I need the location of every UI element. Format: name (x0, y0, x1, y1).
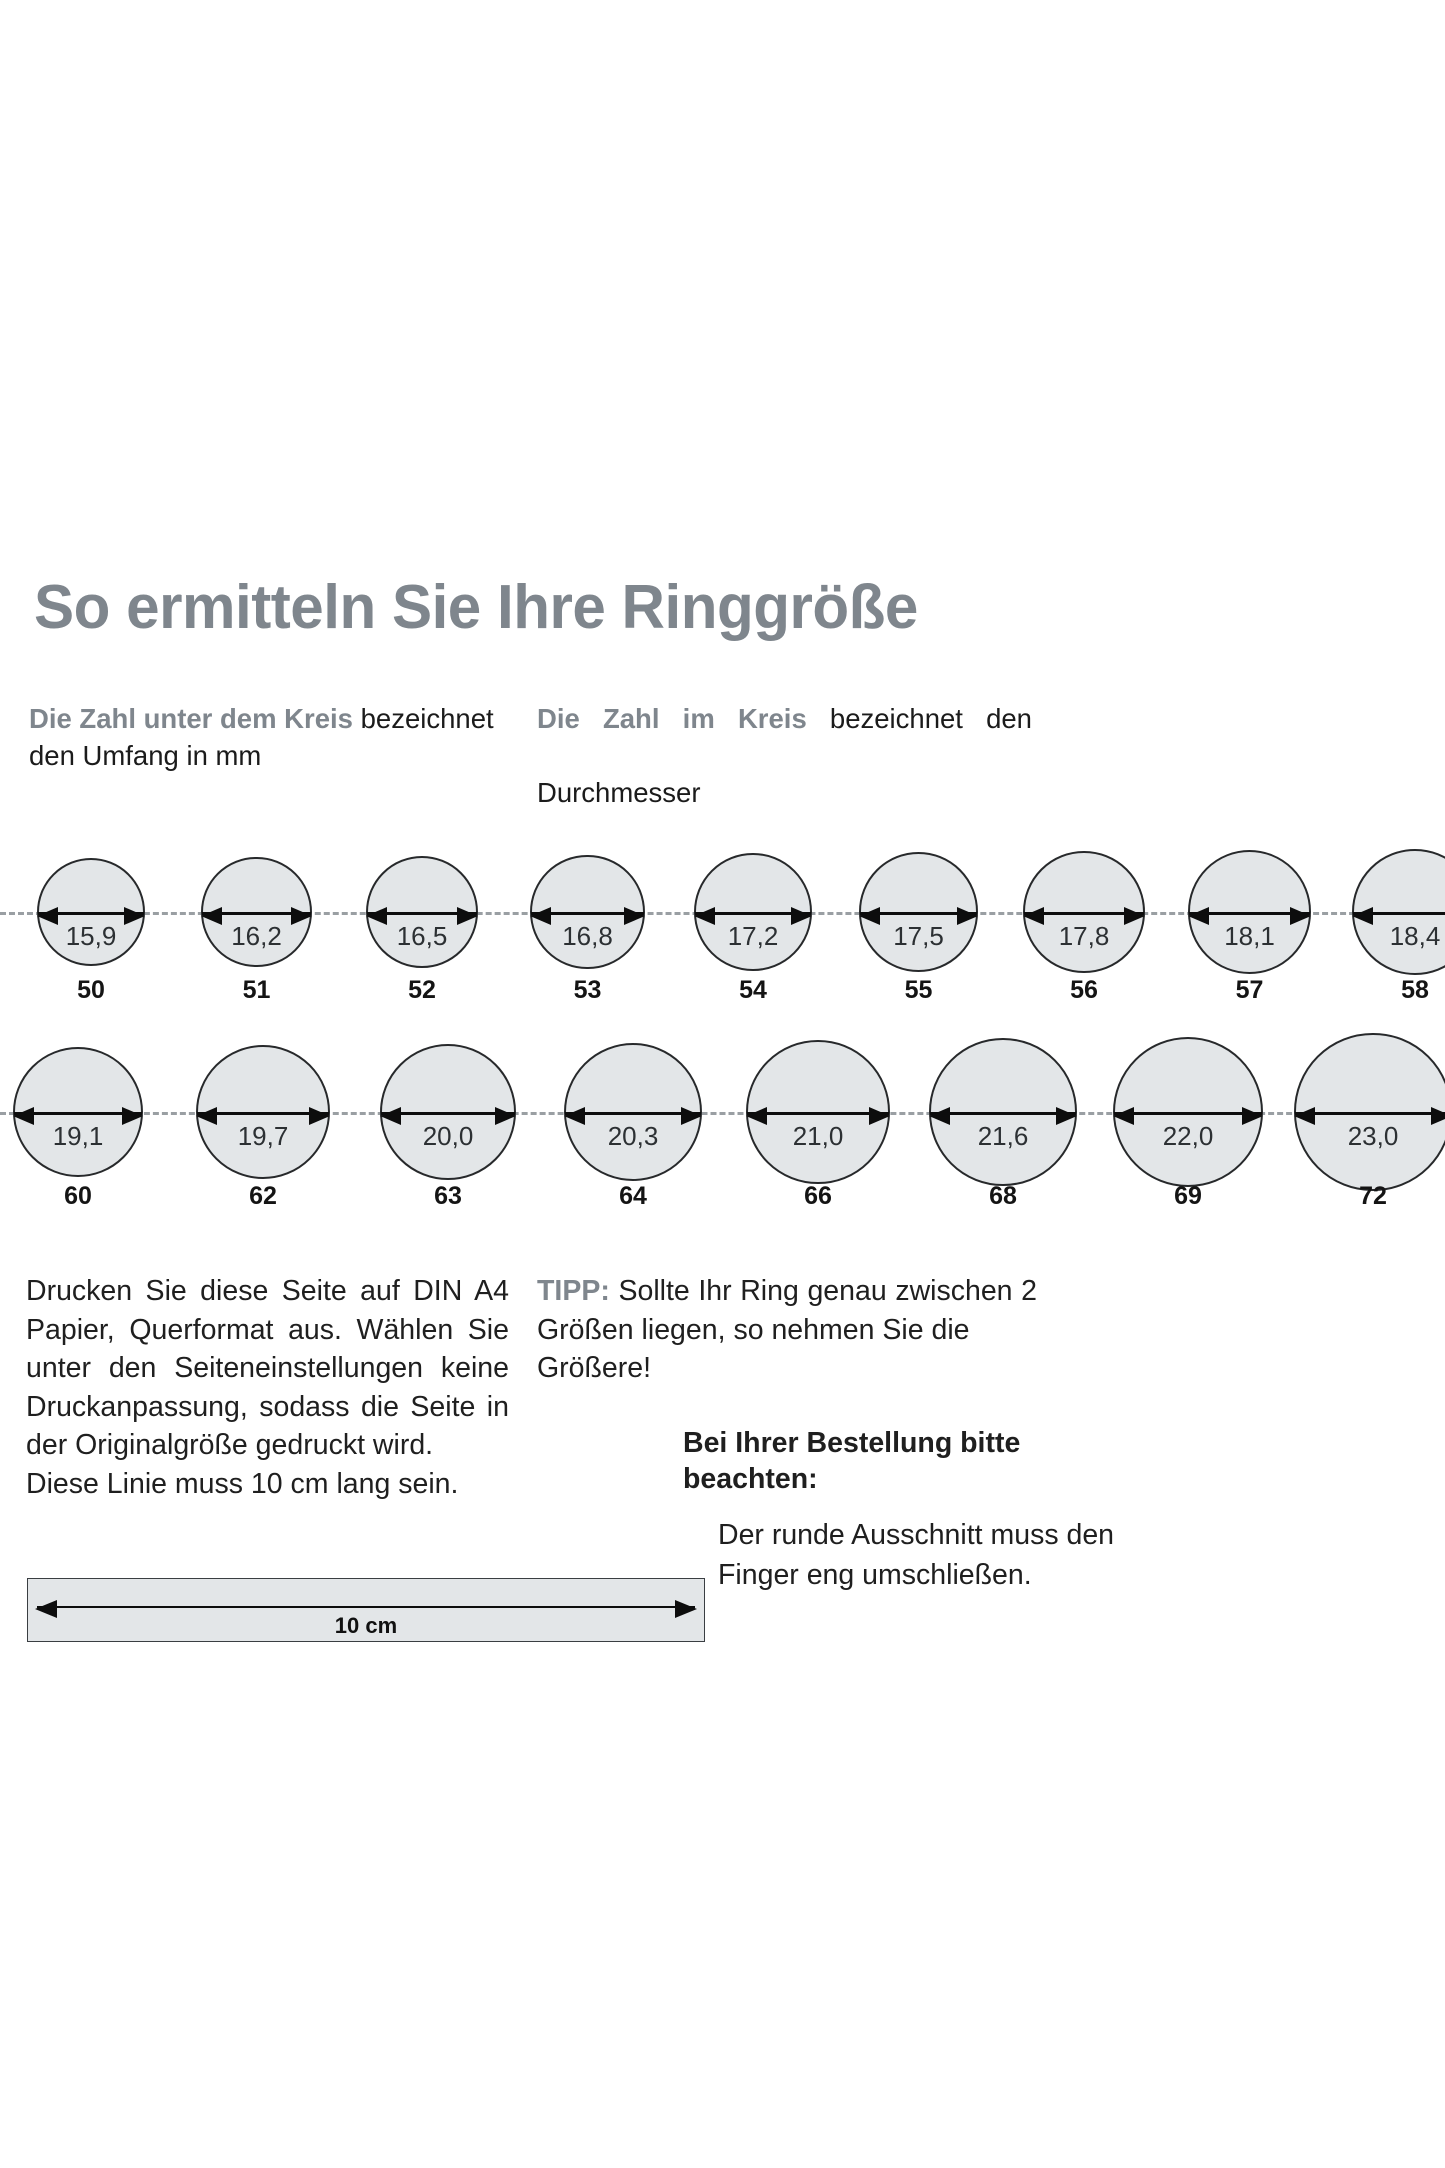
legend-circumference-bold: Die Zahl unter dem Kreis (29, 703, 353, 734)
diameter-label: 18,4 (1389, 921, 1441, 951)
diameter-label: 19,1 (52, 1121, 104, 1151)
circumference-label: 63 (434, 1182, 462, 1210)
ring-row-2: 19,1 60 19,7 62 20,0 63 20,3 64 21,0 66 21,6 68 22,0… (0, 1000, 1445, 1210)
diameter-label: 18,1 (1224, 921, 1275, 951)
legend-diameter: Die Zahl im Kreis bezeichnet den Durchmes… (537, 700, 1032, 811)
diameter-arrow-icon (694, 906, 813, 925)
diameter-label: 17,2 (727, 921, 779, 951)
diameter-label: 16,8 (562, 921, 613, 951)
circumference-label: 50 (77, 976, 105, 1004)
diameter-arrow-icon (1294, 1106, 1445, 1125)
circumference-label: 56 (1070, 976, 1098, 1004)
tip-block: TIPP: Sollte Ihr Ring genau zwischen 2 G… (537, 1272, 1037, 1388)
diameter-label: 15,9 (65, 921, 117, 951)
order-note-heading: Bei Ihrer Bestellung bitte beachten: (683, 1427, 1021, 1495)
circumference-label: 57 (1235, 976, 1264, 1004)
circumference-label: 51 (242, 976, 271, 1004)
tip-label: TIPP: (537, 1275, 610, 1307)
circumference-label: 72 (1359, 1182, 1387, 1210)
diameter-label: 20,3 (607, 1121, 659, 1151)
diameter-arrow-icon (195, 1106, 330, 1125)
legend-diameter-rest2: Durchmesser (537, 777, 701, 808)
order-note-detail: Der runde Ausschnitt muss den Finger eng… (718, 1519, 1115, 1591)
diameter-arrow-icon (1352, 906, 1445, 925)
ring-circle (1112, 1036, 1264, 1188)
print-instructions: Drucken Sie diese Seite auf DIN A4 Papie… (26, 1272, 509, 1503)
diameter-arrow-icon (746, 1106, 891, 1125)
diameter-arrow-icon (379, 1106, 516, 1125)
circumference-label: 52 (408, 976, 436, 1004)
diameter-label: 23,0 (1347, 1121, 1399, 1151)
legend-circumference-rest: bezeichnet den Umfang in mm (29, 703, 494, 771)
diameter-arrow-icon (36, 906, 145, 925)
ring-circle (12, 1046, 144, 1178)
tip-last-line: Größere! (537, 1352, 652, 1384)
circumference-label: 68 (989, 1182, 1017, 1210)
diameter-arrow-icon (201, 906, 312, 925)
circumference-label: 64 (619, 1182, 647, 1210)
circumference-label: 62 (249, 1182, 277, 1210)
diameter-label: 20,0 (422, 1121, 474, 1151)
legend-diameter-bold: Die Zahl im Kreis (537, 703, 807, 734)
ring-circle (379, 1043, 517, 1181)
ruler-arrow-icon (35, 1600, 697, 1618)
circumference-label: 69 (1174, 1182, 1202, 1210)
legend-circumference: Die Zahl unter dem Kreis bezeichnet den … (29, 700, 515, 774)
legend-diameter-rest: bezeichnet den (806, 703, 1032, 734)
tip-text: Sollte Ihr Ring genau zwischen 2 Größen … (537, 1275, 1037, 1346)
page-title: So ermitteln Sie Ihre Ringgröße (34, 573, 918, 642)
diameter-label: 21,6 (977, 1121, 1029, 1151)
ring-circle (563, 1042, 703, 1182)
circumference-label: 58 (1401, 976, 1429, 1004)
diameter-label: 22,0 (1162, 1121, 1214, 1151)
diameter-label: 16,2 (231, 921, 282, 951)
diameter-arrow-icon (365, 906, 479, 925)
ring-row-1: 15,9 50 16,2 51 16,5 52 16,8 53 17,2 54 17,5 55 17,8… (0, 830, 1445, 1004)
diameter-arrow-icon (1187, 906, 1311, 925)
row-2-dashed-axis (0, 1112, 1445, 1115)
diameter-arrow-icon (530, 906, 645, 925)
ruler-label: 10 cm (334, 1613, 398, 1638)
diameter-arrow-icon (858, 906, 978, 925)
diameter-arrow-icon (563, 1106, 702, 1125)
diameter-label: 17,8 (1058, 921, 1110, 951)
diameter-label: 19,7 (237, 1121, 289, 1151)
circumference-label: 60 (64, 1182, 92, 1210)
diameter-label: 21,0 (792, 1121, 844, 1151)
circumference-label: 54 (739, 976, 767, 1004)
circumference-label: 53 (573, 976, 602, 1004)
circumference-label: 55 (904, 976, 933, 1004)
circumference-label: 66 (804, 1182, 832, 1210)
ruler-bar: 10 cm (27, 1578, 705, 1642)
print-instructions-text: Drucken Sie diese Seite auf DIN A4 Papie… (26, 1275, 509, 1461)
diameter-arrow-icon (929, 1106, 1077, 1125)
diameter-arrow-icon (12, 1106, 144, 1125)
diameter-arrow-icon (1023, 906, 1145, 925)
diameter-label: 16,5 (396, 921, 448, 951)
diameter-label: 17,5 (893, 921, 944, 951)
ring-circle (195, 1044, 331, 1180)
diameter-arrow-icon (1112, 1106, 1264, 1125)
print-line-note: Diese Linie muss 10 cm lang sein. (26, 1467, 459, 1500)
